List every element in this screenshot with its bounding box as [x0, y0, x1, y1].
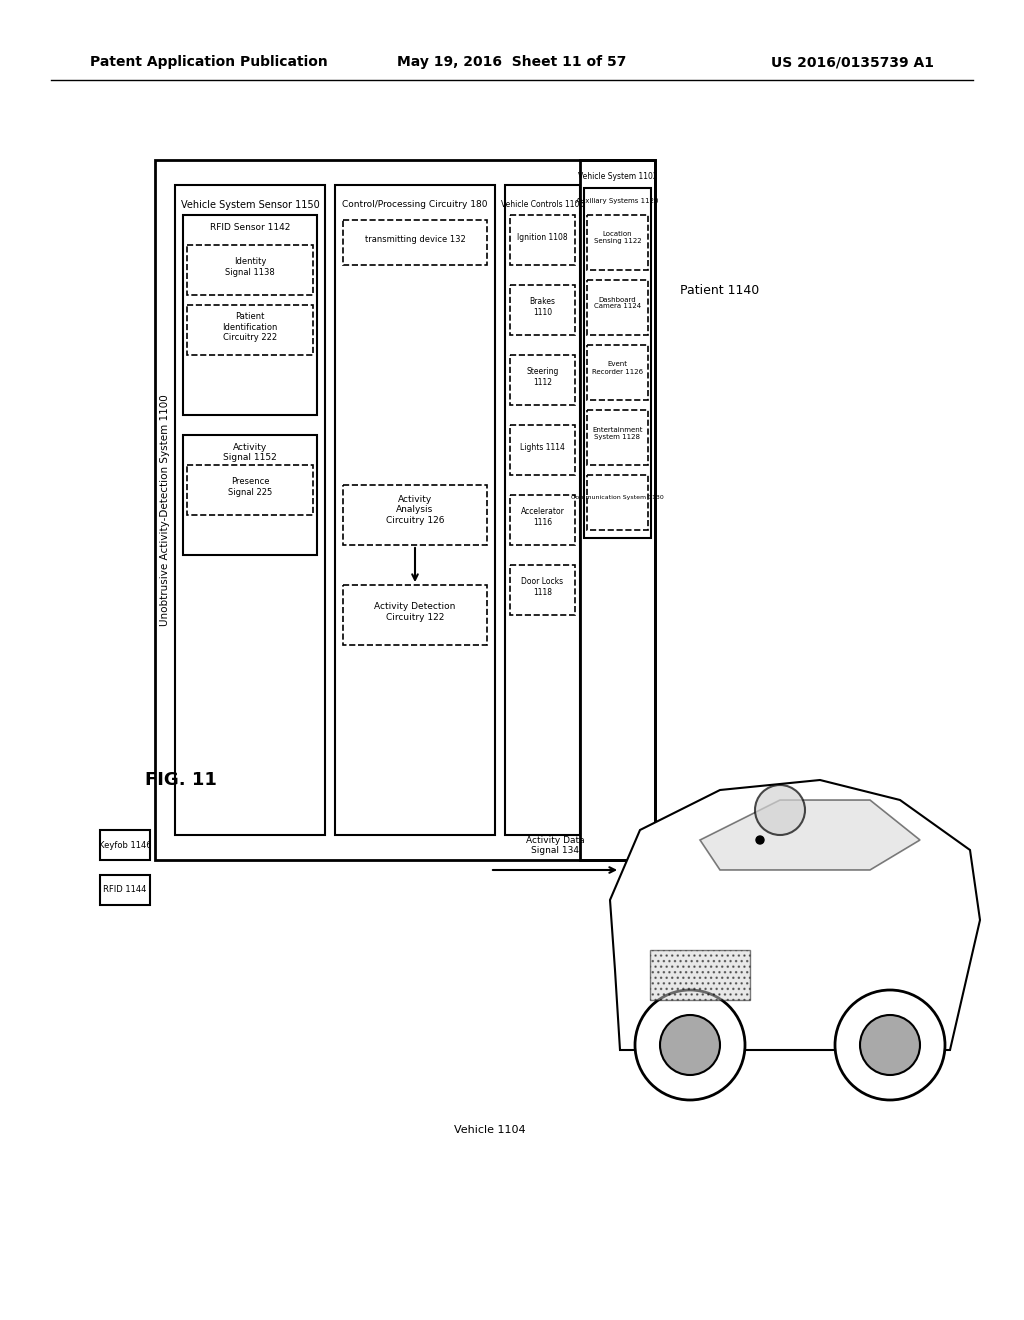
Text: Auxiliary Systems 1120: Auxiliary Systems 1120	[577, 198, 658, 205]
Text: Communication System 1130: Communication System 1130	[571, 495, 664, 500]
Text: RFID Sensor 1142: RFID Sensor 1142	[210, 223, 290, 232]
Text: Vehicle 1104: Vehicle 1104	[455, 1125, 525, 1135]
Polygon shape	[650, 950, 750, 1001]
Text: Location
Sensing 1122: Location Sensing 1122	[594, 231, 641, 244]
Text: Patent Application Publication: Patent Application Publication	[90, 55, 328, 69]
Text: Vehicle System Sensor 1150: Vehicle System Sensor 1150	[180, 201, 319, 210]
Circle shape	[635, 990, 745, 1100]
Circle shape	[756, 836, 764, 843]
Text: Unobtrusive Activity-Detection System 1100: Unobtrusive Activity-Detection System 11…	[160, 395, 170, 626]
Text: Presence
Signal 225: Presence Signal 225	[228, 478, 272, 496]
Text: Activity Data
Signal 134: Activity Data Signal 134	[525, 836, 585, 855]
Text: RFID 1144: RFID 1144	[103, 886, 146, 895]
Polygon shape	[610, 780, 980, 1049]
Circle shape	[860, 1015, 920, 1074]
Text: May 19, 2016  Sheet 11 of 57: May 19, 2016 Sheet 11 of 57	[397, 55, 627, 69]
Text: Activity
Signal 1152: Activity Signal 1152	[223, 444, 276, 462]
Text: Vehicle System 1102: Vehicle System 1102	[578, 172, 657, 181]
Circle shape	[835, 990, 945, 1100]
Text: Vehicle Controls 1106: Vehicle Controls 1106	[501, 201, 584, 209]
Text: Patient 1140: Patient 1140	[680, 284, 760, 297]
Text: transmitting device 132: transmitting device 132	[365, 235, 465, 244]
Text: Keyfob 1146: Keyfob 1146	[98, 841, 152, 850]
Polygon shape	[700, 800, 920, 870]
Text: Patient
Identification
Circuitry 222: Patient Identification Circuitry 222	[222, 312, 278, 342]
Text: Dashboard
Camera 1124: Dashboard Camera 1124	[594, 297, 641, 309]
Text: Ignition 1108: Ignition 1108	[517, 232, 568, 242]
Text: Entertainment
System 1128: Entertainment System 1128	[592, 426, 643, 440]
Text: Lights 1114: Lights 1114	[520, 442, 565, 451]
Text: FIG. 11: FIG. 11	[145, 771, 217, 789]
Text: Identity
Signal 1138: Identity Signal 1138	[225, 257, 274, 277]
Text: Door Locks
1118: Door Locks 1118	[521, 577, 563, 597]
Circle shape	[660, 1015, 720, 1074]
Text: Accelerator
1116: Accelerator 1116	[520, 507, 564, 527]
Text: Control/Processing Circuitry 180: Control/Processing Circuitry 180	[342, 201, 487, 209]
Text: Steering
1112: Steering 1112	[526, 367, 559, 387]
Text: Activity Detection
Circuitry 122: Activity Detection Circuitry 122	[375, 602, 456, 622]
Text: Activity
Analysis
Circuitry 126: Activity Analysis Circuitry 126	[386, 495, 444, 525]
Circle shape	[755, 785, 805, 836]
Text: US 2016/0135739 A1: US 2016/0135739 A1	[771, 55, 934, 69]
Text: Brakes
1110: Brakes 1110	[529, 297, 555, 317]
Text: Event
Recorder 1126: Event Recorder 1126	[592, 362, 643, 375]
